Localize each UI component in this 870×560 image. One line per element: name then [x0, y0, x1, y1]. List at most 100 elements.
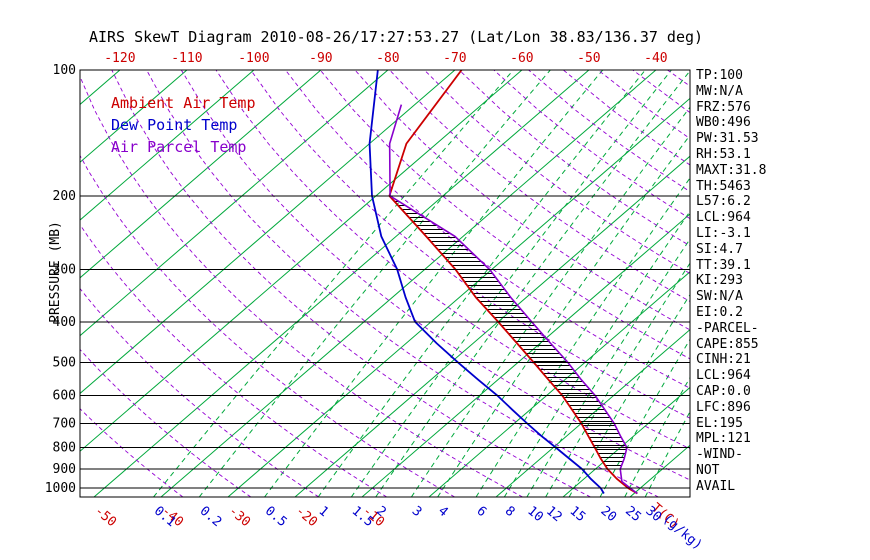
isotherm-line	[294, 155, 690, 497]
dry-adiabat-line	[458, 70, 690, 247]
top-temp-tick: -40	[644, 51, 667, 66]
dry-adiabat-line	[146, 70, 659, 497]
stat-line: EI:0.2	[696, 304, 743, 320]
stat-line: PW:31.53	[696, 131, 759, 147]
isotherm-line	[93, 70, 590, 497]
isotherm-line	[80, 70, 188, 163]
isotherm-line	[80, 70, 456, 395]
dry-adiabat-line	[80, 223, 387, 497]
mixing-ratio-tick: 15	[567, 504, 589, 526]
top-temp-tick: -70	[443, 51, 466, 66]
stat-line: LI:-3.1	[696, 225, 751, 241]
bottom-temp-tick: -20	[292, 504, 320, 531]
stat-line: AVAIL	[696, 478, 736, 494]
dry-adiabat-line	[424, 70, 690, 274]
stat-line: LCL:964	[696, 368, 751, 384]
stat-line: LFC:896	[696, 399, 751, 415]
mixing-ratio-tick: 0.2	[197, 504, 225, 531]
mixing-ratio-tick: 25	[622, 504, 644, 526]
mixing-ratio-line	[526, 238, 690, 497]
pressure-tick: 200	[53, 189, 76, 204]
chart-title: AIRS SkewT Diagram 2010-08-26/17:27:53.2…	[88, 28, 704, 46]
sounding-stats-panel: TP:100 MW:N/A FRZ:576 WB0:496 PW:31.53 RH:53.…	[696, 68, 868, 495]
mixing-ratio-line	[264, 70, 604, 497]
ambient-curve	[388, 70, 638, 495]
top-temp-tick: -110	[171, 51, 202, 66]
pressure-tick: 800	[53, 441, 76, 456]
mixing-ratio-line	[153, 70, 514, 497]
mixing-ratio-line	[375, 70, 690, 497]
mixing-ratio-line	[198, 70, 551, 497]
bottom-temp-tick: -50	[91, 504, 119, 531]
dry-adiabat-line	[111, 70, 591, 497]
stat-line: FRZ:576	[696, 99, 751, 115]
stat-line: CAP:0.0	[696, 383, 751, 399]
stat-line: SI:4.7	[696, 241, 743, 257]
stat-line: EL:195	[696, 415, 743, 431]
stat-line: RH:53.1	[696, 146, 751, 162]
stat-line: KI:293	[696, 273, 743, 289]
isotherm-line	[0, 70, 53, 497]
mixing-ratio-tick: 12	[543, 504, 565, 526]
top-temp-tick: -120	[104, 51, 135, 66]
top-temp-tick: -50	[577, 51, 600, 66]
mixing-ratio-tick: 0.5	[262, 504, 290, 531]
stat-line: WB0:496	[696, 115, 751, 131]
top-temp-tick: -100	[238, 51, 269, 66]
stat-line: SW:N/A	[696, 289, 743, 305]
top-temp-tick: -80	[376, 51, 399, 66]
isotherm-line	[80, 70, 322, 279]
legend-item-parcel: Air Parcel Temp	[111, 138, 247, 156]
isotherm-line	[80, 70, 255, 221]
pressure-tick: 700	[53, 416, 76, 431]
stat-line: LCL:964	[696, 210, 751, 226]
mixing-ratio-line	[475, 177, 690, 497]
stat-line: -WIND-	[696, 447, 743, 463]
pressure-tick: 900	[53, 462, 76, 477]
mixing-ratio-tick: 8	[502, 504, 518, 521]
mixing-ratio-line	[545, 262, 690, 497]
legend-item-dewpoint: Dew Point Temp	[111, 116, 238, 134]
stat-line: CINH:21	[696, 352, 751, 368]
stat-line: L57:6.2	[696, 194, 751, 210]
mixing-ratio-line	[350, 70, 672, 497]
isotherm-line	[428, 271, 690, 497]
dewpoint-curve	[368, 70, 605, 494]
dry-adiabat-line	[80, 154, 455, 497]
pressure-tick: 500	[53, 355, 76, 370]
isotherm-line	[160, 70, 657, 497]
mixing-ratio-tick: 4	[435, 504, 451, 521]
mixing-unit-label: (g/kg)	[659, 512, 705, 554]
mixing-ratio-line	[437, 134, 690, 497]
stat-line: CAPE:855	[696, 336, 759, 352]
stat-line: TT:39.1	[696, 257, 751, 273]
mixing-ratio-line	[410, 106, 690, 497]
pressure-tick: 400	[53, 315, 76, 330]
pressure-tick: 300	[53, 263, 76, 278]
mixing-ratio-tick: 20	[598, 504, 620, 526]
stat-line: TP:100	[696, 68, 743, 83]
isotherm-line	[80, 70, 523, 452]
pressure-tick: 100	[53, 63, 76, 78]
pressure-tick: 600	[53, 388, 76, 403]
stat-line: MPL:121	[696, 431, 751, 447]
isotherm-line	[495, 328, 690, 497]
parcel-curve	[388, 104, 638, 495]
plot-area	[0, 70, 690, 497]
plot-border	[79, 69, 691, 498]
mixing-ratio-lines	[153, 70, 690, 497]
legend-item-ambient: Ambient Air Temp	[111, 94, 256, 112]
stat-line: MW:N/A	[696, 83, 743, 99]
top-temp-tick: -90	[309, 51, 332, 66]
curve-legend: Ambient Air Temp Dew Point Temp Air Parcel…	[111, 92, 256, 158]
isotherm-line	[562, 386, 690, 497]
dry-adiabat-line	[80, 348, 252, 497]
mixing-ratio-tick: 6	[473, 504, 489, 521]
stat-line: -PARCEL-	[696, 320, 759, 336]
stat-line: NOT	[696, 462, 720, 478]
isotherm-lines	[0, 70, 690, 497]
pressure-axis-title: PRESSURE (MB)	[48, 221, 63, 323]
stat-line: TH:5463	[696, 178, 751, 194]
